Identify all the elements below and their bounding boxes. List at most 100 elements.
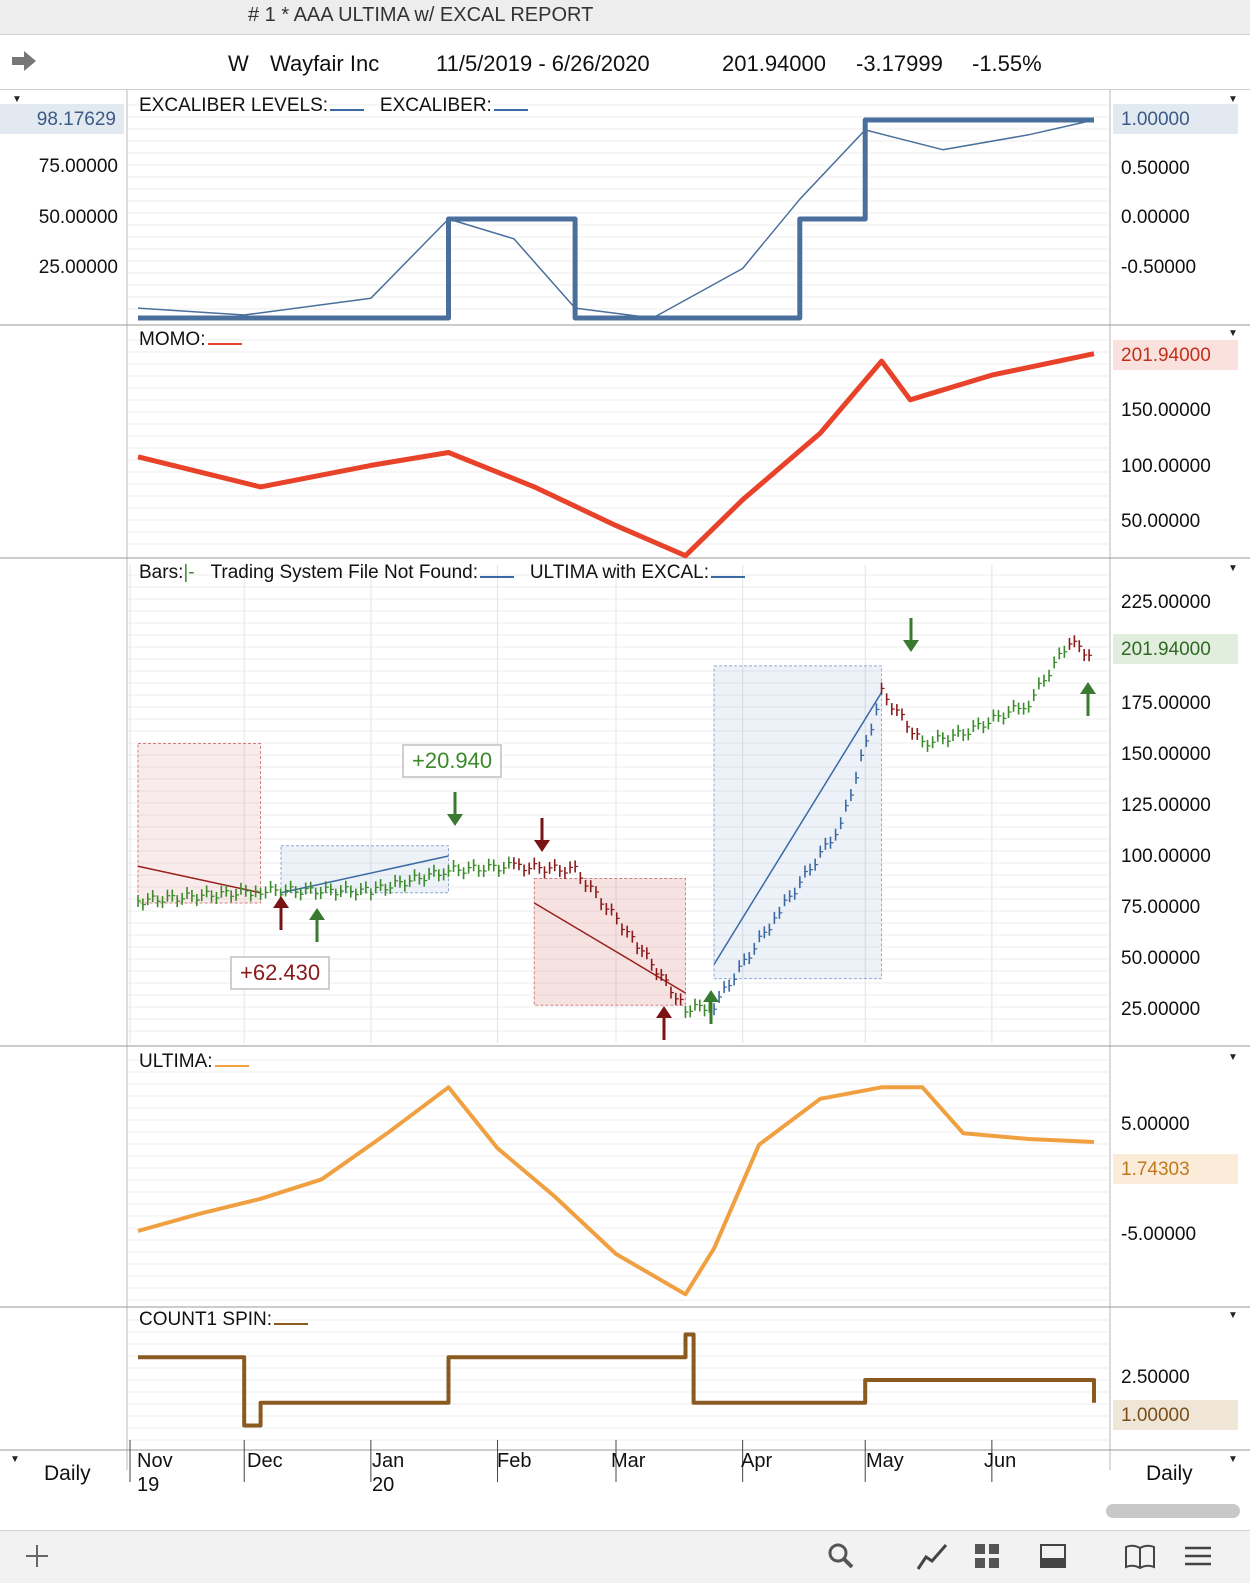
count-right-tick: 2.50000 xyxy=(1121,1367,1190,1388)
month-label: Feb xyxy=(497,1450,532,1472)
momo-right-tick: 50.00000 xyxy=(1121,511,1201,532)
arrow-up-icon xyxy=(703,990,719,1002)
long-trade-box xyxy=(713,665,883,980)
excal-left-badge: 98.17629 xyxy=(0,104,124,134)
symbol-info-bar: W Wayfair Inc 11/5/2019 - 6/26/2020 201.… xyxy=(0,35,1250,90)
line-chart-icon[interactable] xyxy=(916,1541,948,1576)
excal-left-tick: 75.00000 xyxy=(38,156,118,177)
collapse-caret-icon[interactable]: ▼ xyxy=(1228,94,1238,105)
excal-right-badge: 1.00000 xyxy=(1113,104,1238,134)
collapse-caret-icon[interactable]: ▼ xyxy=(1228,1310,1238,1321)
momo-label: MOMO: xyxy=(139,329,206,350)
menu-icon[interactable] xyxy=(1182,1541,1214,1576)
trading-system-label: Trading System File Not Found: xyxy=(210,562,478,583)
system-line xyxy=(713,692,883,965)
excal-right-tick: 0.00000 xyxy=(1121,207,1190,228)
collapse-caret-icon[interactable]: ▼ xyxy=(1228,563,1238,574)
arrow-down-icon xyxy=(903,640,919,652)
ultima-right-badge: 1.74303 xyxy=(1113,1154,1238,1184)
momo-right-tick: 100.00000 xyxy=(1121,456,1211,477)
count-title: COUNT1 SPIN: xyxy=(139,1308,309,1331)
excal-left-tick: 25.00000 xyxy=(38,257,118,278)
momo-title: MOMO: xyxy=(139,328,242,351)
bars-right-tick: 25.00000 xyxy=(1121,999,1201,1020)
title-bar: # 1 * AAA ULTIMA w/ EXCAL REPORT xyxy=(0,0,1250,35)
excal-left-tick: 50.00000 xyxy=(38,207,118,228)
ultima-label: ULTIMA: xyxy=(139,1051,213,1072)
system-line xyxy=(280,855,449,894)
collapse-caret-icon[interactable]: ▼ xyxy=(1228,1454,1238,1465)
excal-title: EXCALIBER LEVELS: EXCALIBER: xyxy=(139,94,528,117)
ultima-right-tick: 5.00000 xyxy=(1121,1114,1190,1135)
arrow-right-icon[interactable] xyxy=(10,49,38,78)
collapse-caret-icon[interactable]: ▼ xyxy=(1228,328,1238,339)
arrow-up-icon xyxy=(309,908,325,920)
trade-annotation: +20.940 xyxy=(402,744,503,778)
symbol-ticker: W xyxy=(228,51,249,76)
year-label: 19 xyxy=(137,1474,160,1496)
arrow-down-icon xyxy=(534,840,550,852)
series-line-count1-spin xyxy=(138,1332,1096,1428)
long-trade-box xyxy=(280,845,449,894)
bars-right-tick: 225.00000 xyxy=(1121,592,1211,613)
bottom-toolbar xyxy=(0,1530,1250,1583)
ultima-excal-label: ULTIMA with EXCAL: xyxy=(529,562,709,583)
arrow-up-icon xyxy=(273,896,289,908)
collapse-caret-icon[interactable]: ▼ xyxy=(12,94,22,105)
search-icon[interactable] xyxy=(826,1541,856,1576)
month-label: Apr xyxy=(741,1450,773,1472)
horizontal-scrollbar[interactable] xyxy=(1106,1504,1240,1518)
bars-label: Bars: xyxy=(139,562,184,583)
bars-right-badge: 201.94000 xyxy=(1113,634,1238,664)
month-label: Dec xyxy=(247,1450,283,1472)
momo-right-badge: 201.94000 xyxy=(1113,340,1238,370)
bars-title: Bars:|- Trading System File Not Found: U… xyxy=(139,561,745,584)
symbol-name: Wayfair Inc xyxy=(270,51,380,76)
price-change: -3.17999 xyxy=(856,51,943,76)
date-range: 11/5/2019 - 6/26/2020 xyxy=(436,51,650,76)
system-line xyxy=(137,865,261,894)
window-title: # 1 * AAA ULTIMA w/ EXCAL REPORT xyxy=(248,4,594,26)
series-line-excaliber xyxy=(137,119,1095,319)
count-label: COUNT1 SPIN: xyxy=(139,1309,273,1330)
series-line-momo xyxy=(137,351,1095,559)
excal-right-tick: 0.50000 xyxy=(1121,158,1190,179)
short-trade-box xyxy=(137,743,262,904)
price-change-pct: -1.55% xyxy=(972,51,1042,76)
ultima-title: ULTIMA: xyxy=(139,1050,249,1073)
bars-right-tick: 75.00000 xyxy=(1121,897,1201,918)
month-label: Jan xyxy=(372,1450,405,1472)
arrow-down-icon xyxy=(447,814,463,826)
excal-right-tick: -0.50000 xyxy=(1121,257,1197,278)
momo-right-tick: 150.00000 xyxy=(1121,400,1211,421)
bars-right-tick: 150.00000 xyxy=(1121,744,1211,765)
year-label: 20 xyxy=(372,1474,395,1496)
month-label: Mar xyxy=(611,1450,646,1472)
ultima-right-tick: -5.00000 xyxy=(1121,1224,1197,1245)
bars-right-tick: 50.00000 xyxy=(1121,948,1201,969)
arrow-up-icon xyxy=(656,1006,672,1018)
bars-right-tick: 175.00000 xyxy=(1121,693,1211,714)
collapse-caret-icon[interactable]: ▼ xyxy=(10,1454,20,1465)
collapse-caret-icon[interactable]: ▼ xyxy=(1228,1052,1238,1063)
panel-icon[interactable] xyxy=(1038,1541,1068,1576)
bars-right-tick: 100.00000 xyxy=(1121,846,1211,867)
book-icon[interactable] xyxy=(1124,1541,1156,1576)
month-label: May xyxy=(866,1450,904,1472)
grid-icon[interactable] xyxy=(972,1541,1002,1576)
excal-label: EXCALIBER: xyxy=(379,95,492,116)
arrow-up-icon xyxy=(1080,682,1096,694)
series-line-excaliber xyxy=(138,117,1094,321)
period-left[interactable]: Daily xyxy=(44,1462,91,1485)
period-right[interactable]: Daily xyxy=(1146,1462,1193,1485)
plus-icon[interactable] xyxy=(22,1541,52,1576)
last-price: 201.94000 xyxy=(722,51,826,76)
short-trade-box xyxy=(533,877,686,1006)
month-label: Nov xyxy=(137,1450,173,1472)
system-line xyxy=(533,902,686,994)
bars-right-tick: 125.00000 xyxy=(1121,795,1211,816)
trade-annotation: +62.430 xyxy=(230,956,331,990)
excal-levels-label: EXCALIBER LEVELS: xyxy=(139,95,329,116)
